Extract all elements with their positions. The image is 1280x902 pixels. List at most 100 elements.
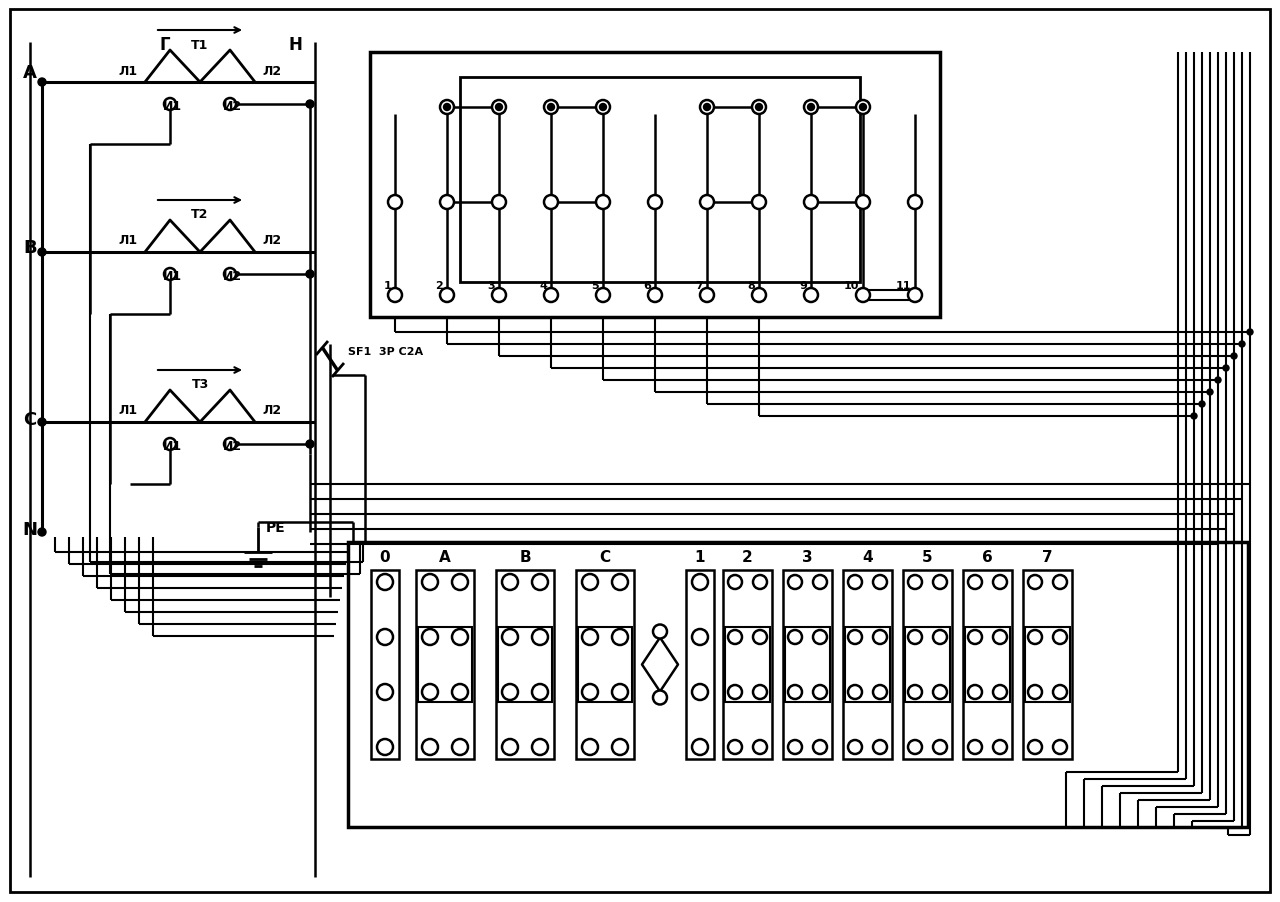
Text: 7: 7 xyxy=(1042,550,1053,565)
Circle shape xyxy=(728,741,742,754)
Bar xyxy=(844,570,892,759)
Bar xyxy=(783,570,832,759)
Bar xyxy=(902,570,952,759)
Text: 0: 0 xyxy=(380,550,390,565)
Circle shape xyxy=(993,575,1007,589)
Circle shape xyxy=(700,289,714,303)
Circle shape xyxy=(648,196,662,210)
Circle shape xyxy=(753,741,767,754)
Circle shape xyxy=(492,101,506,115)
Circle shape xyxy=(753,686,767,699)
Circle shape xyxy=(495,105,503,111)
Circle shape xyxy=(728,575,742,589)
Circle shape xyxy=(813,575,827,589)
Circle shape xyxy=(378,739,393,755)
Text: Т1: Т1 xyxy=(191,39,209,51)
Circle shape xyxy=(653,691,667,704)
Circle shape xyxy=(532,739,548,755)
Text: 5: 5 xyxy=(922,550,933,565)
Circle shape xyxy=(873,686,887,699)
Circle shape xyxy=(728,630,742,644)
Circle shape xyxy=(1053,575,1068,589)
Circle shape xyxy=(306,101,314,109)
Text: Т3: Т3 xyxy=(192,378,209,391)
Text: 2: 2 xyxy=(435,281,443,290)
Circle shape xyxy=(873,575,887,589)
Circle shape xyxy=(502,630,518,645)
Text: 1: 1 xyxy=(695,550,705,565)
Bar xyxy=(370,53,940,318)
Text: И2: И2 xyxy=(223,439,242,452)
Text: И1: И1 xyxy=(163,99,182,113)
Circle shape xyxy=(993,741,1007,754)
Bar xyxy=(348,542,1248,827)
Circle shape xyxy=(1028,741,1042,754)
Circle shape xyxy=(753,196,765,210)
Circle shape xyxy=(378,575,393,590)
Circle shape xyxy=(596,196,611,210)
Circle shape xyxy=(993,686,1007,699)
Circle shape xyxy=(849,630,861,644)
Bar xyxy=(845,627,890,703)
Circle shape xyxy=(648,289,662,303)
Bar xyxy=(460,78,860,282)
Circle shape xyxy=(544,289,558,303)
Circle shape xyxy=(1207,390,1213,396)
Text: В: В xyxy=(23,239,37,257)
Circle shape xyxy=(612,575,628,590)
Text: 4: 4 xyxy=(863,550,873,565)
Text: В: В xyxy=(520,550,531,565)
Circle shape xyxy=(813,686,827,699)
Circle shape xyxy=(933,741,947,754)
Text: Н: Н xyxy=(288,36,302,54)
Bar xyxy=(371,570,399,759)
Circle shape xyxy=(224,99,236,111)
Circle shape xyxy=(753,101,765,115)
Bar xyxy=(861,290,916,300)
Circle shape xyxy=(1190,413,1197,419)
Text: PE: PE xyxy=(266,520,285,534)
Circle shape xyxy=(502,575,518,590)
Text: Л2: Л2 xyxy=(262,404,282,417)
Circle shape xyxy=(532,630,548,645)
Circle shape xyxy=(856,289,870,303)
Circle shape xyxy=(492,289,506,303)
Circle shape xyxy=(813,630,827,644)
Circle shape xyxy=(704,105,710,111)
Bar xyxy=(905,627,950,703)
Circle shape xyxy=(38,78,46,87)
Text: 2: 2 xyxy=(742,550,753,565)
Circle shape xyxy=(544,101,558,115)
Text: 1: 1 xyxy=(383,281,390,290)
Bar xyxy=(723,570,772,759)
Circle shape xyxy=(788,686,803,699)
Circle shape xyxy=(1053,741,1068,754)
Circle shape xyxy=(224,269,236,281)
Circle shape xyxy=(502,739,518,755)
Circle shape xyxy=(452,575,468,590)
Circle shape xyxy=(849,575,861,589)
Text: Л1: Л1 xyxy=(119,64,138,78)
Circle shape xyxy=(968,630,982,644)
Circle shape xyxy=(388,196,402,210)
Circle shape xyxy=(612,630,628,645)
Circle shape xyxy=(452,739,468,755)
Circle shape xyxy=(804,196,818,210)
Circle shape xyxy=(856,101,870,115)
Circle shape xyxy=(908,741,922,754)
Circle shape xyxy=(38,249,46,257)
Circle shape xyxy=(443,105,451,111)
Circle shape xyxy=(753,630,767,644)
Circle shape xyxy=(692,685,708,700)
Bar xyxy=(686,570,714,759)
Circle shape xyxy=(700,101,714,115)
Circle shape xyxy=(968,741,982,754)
Text: С: С xyxy=(23,410,37,428)
Bar xyxy=(1023,570,1073,759)
Bar xyxy=(497,570,554,759)
Circle shape xyxy=(532,685,548,700)
Circle shape xyxy=(422,630,438,645)
Circle shape xyxy=(38,529,46,537)
Circle shape xyxy=(933,686,947,699)
Circle shape xyxy=(856,196,870,210)
